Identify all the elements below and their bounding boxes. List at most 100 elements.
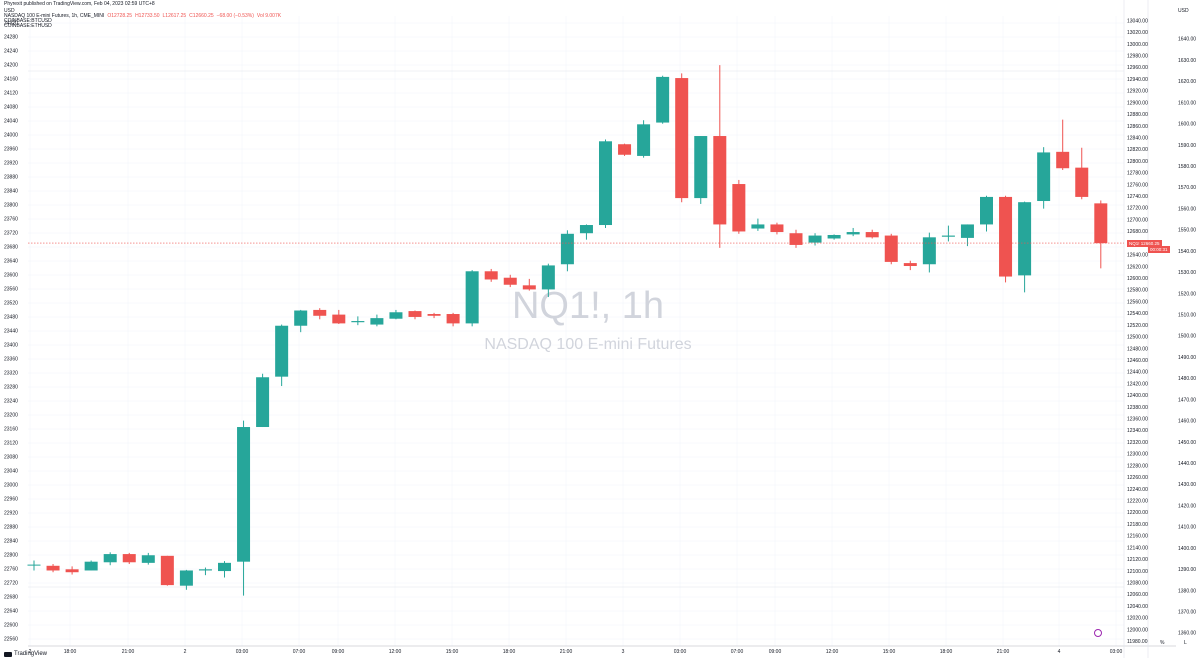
legend-compare-btc[interactable]: COINBASE:BTCUSD	[4, 18, 52, 24]
time-tick-label: 18:00	[64, 649, 77, 655]
legend-low: L12617.25	[162, 13, 187, 19]
candle	[218, 561, 231, 578]
candle-body	[103, 554, 117, 563]
last-price-tag: NQ1! 12660.25	[1127, 239, 1162, 247]
left-tick-label: 24200	[4, 63, 18, 69]
eth-tick-label: 1620.00	[1178, 79, 1196, 85]
candle-body	[903, 263, 917, 267]
right-tick-label: 12160.00	[1127, 534, 1148, 540]
candle	[122, 552, 136, 565]
left-tick-label: 23400	[4, 343, 18, 349]
eth-tick-label: 1400.00	[1178, 546, 1196, 552]
candle-body	[941, 235, 955, 237]
legend-compare-eth[interactable]: COINBASE:ETHUSD	[4, 23, 52, 29]
right-tick-label: 12220.00	[1127, 498, 1148, 504]
left-tick-label: 23000	[4, 483, 18, 489]
candle	[84, 560, 98, 571]
right-tick-label: 13000.00	[1127, 42, 1148, 48]
legend-close: C12660.25	[189, 13, 214, 19]
candle-body	[237, 427, 251, 562]
right-tick-label: 12920.00	[1127, 89, 1148, 95]
candle-body	[884, 235, 898, 262]
right-tick-label: 12580.00	[1127, 288, 1148, 294]
candle	[579, 224, 593, 240]
eth-tick-label: 1630.00	[1178, 58, 1196, 64]
right-tick-label: 11980.00	[1127, 639, 1148, 645]
right-tick-label: 12680.00	[1127, 229, 1148, 235]
candle-body	[427, 314, 441, 316]
right-tick-label: 12880.00	[1127, 112, 1148, 118]
candle	[65, 566, 79, 575]
candle	[808, 233, 822, 246]
right-tick-label: 12300.00	[1127, 452, 1148, 458]
eth-tick-label: 1420.00	[1178, 503, 1196, 509]
left-tick-label: 23520	[4, 301, 18, 307]
candle-body	[560, 233, 574, 265]
left-tick-label: 22840	[4, 539, 18, 545]
candle-body	[65, 569, 79, 573]
left-tick-label: 22600	[4, 623, 18, 629]
left-tick-label: 23840	[4, 189, 18, 195]
candle-body	[122, 554, 136, 563]
candle-body	[275, 325, 289, 377]
candle-body	[789, 233, 803, 245]
candle-body	[1075, 167, 1089, 197]
time-tick-label: 09:00	[332, 649, 345, 655]
eth-tick-label: 1370.00	[1178, 609, 1196, 615]
right-tick-label: 13020.00	[1127, 30, 1148, 36]
right-price-axis-eth[interactable]: 1360.00 1370.00 1380.00 1390.00 1400.00 1410.…	[1178, 37, 1196, 637]
eth-tick-label: 1430.00	[1178, 482, 1196, 488]
eth-tick-label: 1360.00	[1178, 631, 1196, 637]
candle	[198, 567, 212, 576]
candle-body	[713, 136, 727, 225]
left-tick-label: 23720	[4, 231, 18, 237]
legend-main[interactable]: NASDAQ 100 E-mini Futures, 1h, CME_MINI O…	[4, 13, 284, 19]
left-price-axis[interactable]: 22560 22600 22640 22680 22720 22760 22800 22840…	[4, 21, 18, 643]
eth-tick-label: 1520.00	[1178, 291, 1196, 297]
right-tick-label: 12180.00	[1127, 522, 1148, 528]
scale-log-button[interactable]: L	[1184, 640, 1187, 646]
time-tick-label: 15:00	[446, 649, 459, 655]
candle-body	[846, 232, 860, 235]
left-tick-label: 23280	[4, 385, 18, 391]
candle-body	[313, 309, 327, 316]
candle-body	[1037, 152, 1051, 202]
left-tick-label: 22680	[4, 595, 18, 601]
candle	[922, 232, 936, 273]
right-tick-label: 12080.00	[1127, 580, 1148, 586]
candle	[541, 263, 555, 298]
candle-body	[408, 311, 422, 317]
candle	[656, 75, 670, 124]
candle	[903, 260, 917, 271]
scale-percent-button[interactable]: %	[1160, 640, 1165, 646]
eth-tick-label: 1460.00	[1178, 419, 1196, 425]
left-tick-label: 23160	[4, 427, 18, 433]
candle	[313, 308, 327, 320]
publish-line: Phyrexit published on TradingView.com, F…	[4, 1, 155, 7]
candle-body	[675, 78, 689, 199]
time-tick-label: 21:00	[122, 649, 135, 655]
candle	[560, 230, 574, 272]
candle-body	[732, 184, 746, 232]
eth-tick-label: 1500.00	[1178, 334, 1196, 340]
candle	[27, 560, 41, 571]
candle-body	[256, 377, 270, 428]
right-price-axis-nq[interactable]: 11980.00 12000.00 12020.00 12040.00 12060.00…	[1127, 18, 1148, 645]
candle	[980, 195, 993, 232]
left-tick-label: 23880	[4, 175, 18, 181]
eth-tick-label: 1550.00	[1178, 228, 1196, 234]
currency-left: USD	[4, 8, 15, 14]
event-marker-icon[interactable]	[1094, 629, 1102, 637]
time-axis[interactable]: 2 18:00 21:00 2 03:00 07:00 09:00 12:00 15:00 18:…	[29, 649, 1123, 655]
candle	[179, 569, 193, 590]
eth-tick-label: 1410.00	[1178, 525, 1196, 531]
left-tick-label: 23560	[4, 287, 18, 293]
candle-body	[294, 310, 308, 326]
right-tick-label: 12400.00	[1127, 393, 1148, 399]
left-tick-label: 24120	[4, 91, 18, 97]
candle	[408, 310, 422, 320]
time-tick-label: 15:00	[883, 649, 896, 655]
candle-body	[922, 237, 936, 265]
legend-high: H12733.50	[135, 13, 160, 19]
